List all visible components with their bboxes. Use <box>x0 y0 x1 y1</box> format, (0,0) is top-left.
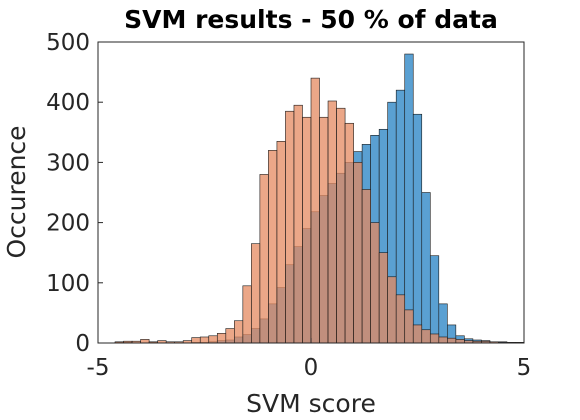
histogram-bar <box>370 222 380 344</box>
histogram-bar <box>319 116 329 344</box>
histogram-bar <box>438 336 448 344</box>
histogram-bar <box>404 53 414 344</box>
histogram-bar <box>225 328 235 344</box>
x-tick-label: 5 <box>517 355 532 381</box>
histogram-bar <box>251 243 261 344</box>
histogram-bar <box>285 110 295 344</box>
histogram-bar <box>404 309 414 344</box>
y-tick-label: 400 <box>46 90 90 116</box>
histogram-bar <box>310 77 320 344</box>
y-tick-label: 500 <box>46 30 90 56</box>
histogram-bar <box>361 189 371 344</box>
histogram-bar <box>199 336 210 344</box>
histogram-bar <box>327 100 337 344</box>
histogram-bar <box>387 276 397 344</box>
histogram-bar <box>242 285 252 344</box>
y-tick-label: 100 <box>46 271 90 297</box>
y-tick-label: 300 <box>46 150 90 176</box>
histogram-bar <box>208 335 218 344</box>
histogram-bar <box>353 162 363 344</box>
histogram-bar <box>344 122 354 344</box>
histogram-bar <box>421 192 431 344</box>
histogram-bar <box>447 337 457 344</box>
x-tick-label: -5 <box>87 355 110 381</box>
histogram-bar <box>216 333 227 344</box>
histogram-bar <box>336 107 346 344</box>
histogram-bar <box>268 150 278 344</box>
histogram-bar <box>259 174 269 344</box>
y-tick-label: 0 <box>75 331 90 357</box>
histogram-bar <box>412 324 423 344</box>
x-axis-label: SVM score <box>246 389 376 418</box>
y-tick-label: 200 <box>46 211 90 237</box>
histogram-bar <box>421 329 431 344</box>
histogram-bar <box>140 339 150 344</box>
histogram-bar <box>191 337 201 344</box>
histogram-bar <box>293 104 303 344</box>
histogram-bar <box>429 333 440 344</box>
histogram-bar <box>378 252 388 344</box>
histogram-bar <box>234 320 244 344</box>
chart-title: SVM results - 50 % of data <box>124 5 498 34</box>
histogram-bar <box>302 116 312 344</box>
x-tick-label: 0 <box>304 355 319 381</box>
histogram-bar <box>455 339 465 344</box>
histogram-bar <box>276 141 286 344</box>
histogram-bar <box>395 294 406 344</box>
histogram-bar <box>429 255 440 344</box>
histogram-bar <box>412 113 423 344</box>
y-axis-label: Occurence <box>2 125 31 258</box>
